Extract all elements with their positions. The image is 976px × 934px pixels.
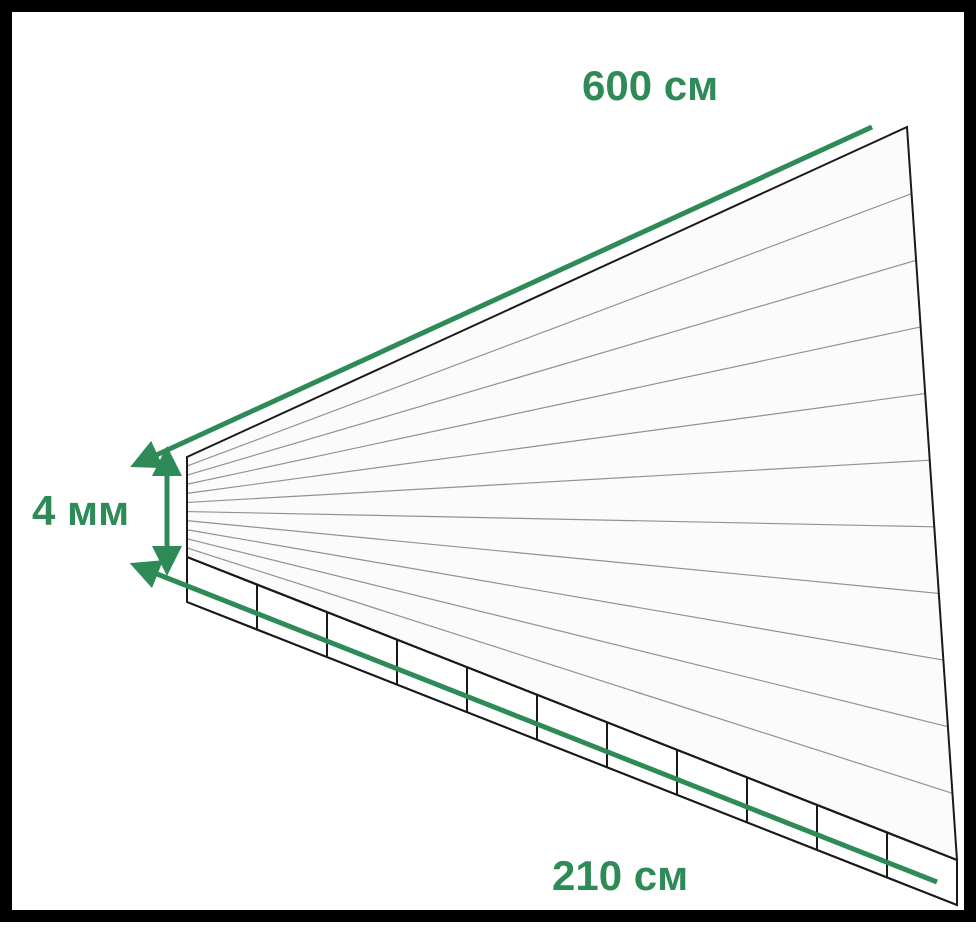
dimension-label-length: 600 см bbox=[582, 62, 718, 110]
dimension-label-width: 210 см bbox=[552, 852, 688, 900]
dimension-label-thickness: 4 мм bbox=[32, 487, 129, 535]
diagram-svg bbox=[12, 12, 976, 934]
diagram-frame: 600 см 210 см 4 мм bbox=[0, 0, 976, 922]
polycarbonate-sheet bbox=[187, 127, 957, 905]
